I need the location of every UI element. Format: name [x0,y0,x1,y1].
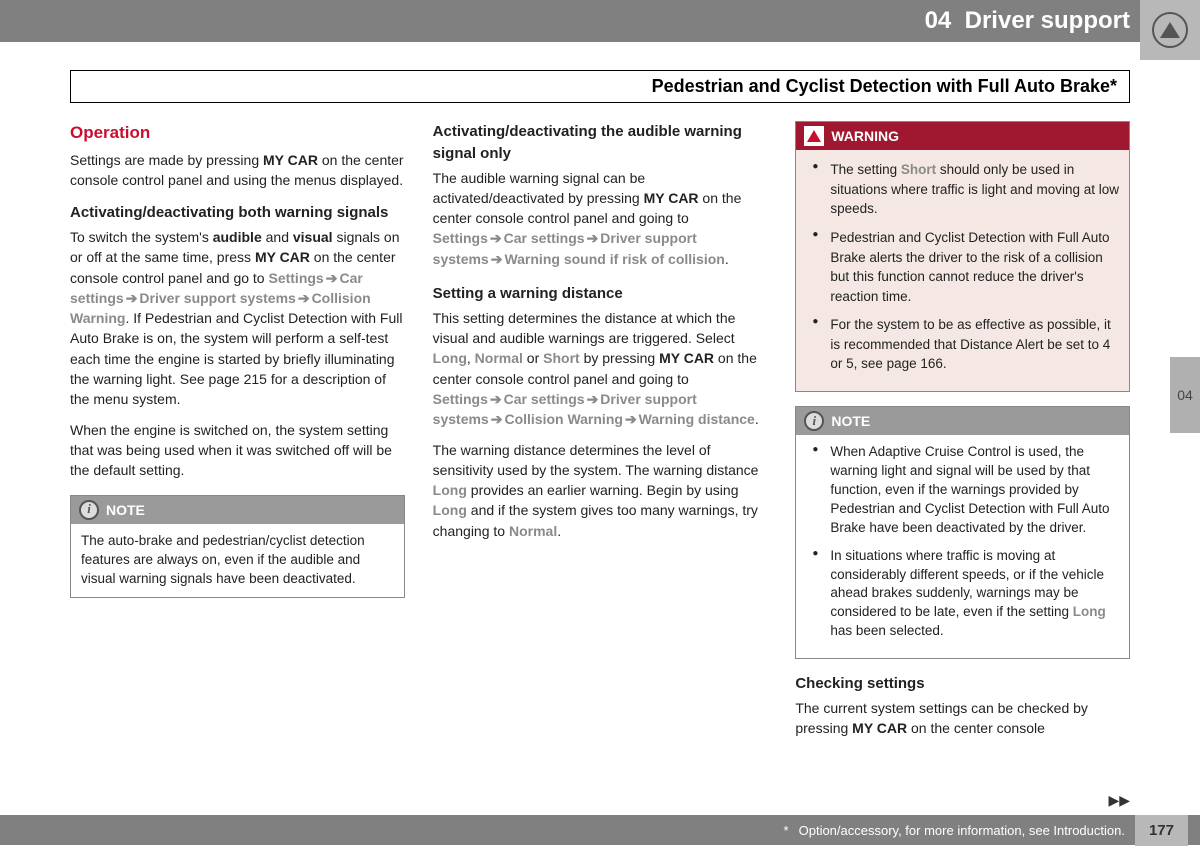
operation-heading: Operation [70,121,405,146]
operation-paragraph: Settings are made by pressing MY CAR on … [70,150,405,191]
note-header-2: i NOTE [796,407,1129,435]
note-title-2: NOTE [831,411,870,431]
note2-item-2: In situations where traffic is moving at… [812,547,1119,641]
checking-heading: Checking settings [795,673,1130,695]
note-header-1: i NOTE [71,496,404,524]
note-box-2: i NOTE When Adaptive Cruise Control is u… [795,406,1130,659]
footer-bar: * Option/accessory, for more information… [0,815,1200,845]
column-1: Operation Settings are made by pressing … [70,121,405,748]
content-columns: Operation Settings are made by pressing … [0,103,1200,748]
subtitle-text: Pedestrian and Cyclist Detection with Fu… [652,76,1117,96]
column-2: Activating/deactivating the audible warn… [433,121,768,748]
note-title-1: NOTE [106,500,145,520]
warning-title: WARNING [831,126,899,146]
warning-item-1: The setting Short should only be used in… [812,160,1119,219]
side-tab: 04 [1170,357,1200,433]
warning-item-2: Pedestrian and Cyclist Detection with Fu… [812,228,1119,306]
page-number: 177 [1135,815,1188,846]
engine-on-paragraph: When the engine is switched on, the syst… [70,420,405,481]
activating-both-heading: Activating/deactivating both warning sig… [70,202,405,224]
continue-arrows-icon: ▶▶ [1108,792,1130,809]
warning-triangle-icon [804,126,824,146]
footer-asterisk: * [784,823,789,838]
warning-header: WARNING [796,122,1129,150]
audible-paragraph: The audible warning signal can be activa… [433,168,768,269]
column-3: WARNING The setting Short should only be… [795,121,1130,748]
header-icon-box [1140,0,1200,60]
warning-body: The setting Short should only be used in… [796,150,1129,391]
note-box-1: i NOTE The auto-brake and pedestrian/cyc… [70,495,405,598]
audible-heading: Activating/deactivating the audible warn… [433,121,768,165]
note-body-1: The auto-brake and pedestrian/cyclist de… [71,524,404,597]
warning-item-3: For the system to be as effective as pos… [812,315,1119,374]
checking-paragraph: The current system settings can be check… [795,698,1130,739]
note-body-2: When Adaptive Cruise Control is used, th… [796,435,1129,658]
distance-paragraph-1: This setting determines the distance at … [433,308,768,430]
header-bar: 04 Driver support [0,0,1200,42]
info-icon: i [79,500,99,520]
footer-text: Option/accessory, for more information, … [799,823,1125,838]
distance-heading: Setting a warning distance [433,283,768,305]
info-icon: i [804,411,824,431]
warning-box: WARNING The setting Short should only be… [795,121,1130,392]
activating-both-paragraph: To switch the system's audible and visua… [70,227,405,410]
warning-circle-icon [1152,12,1188,48]
header-title: 04 Driver support [925,7,1130,35]
distance-paragraph-2: The warning distance determines the leve… [433,440,768,541]
subtitle-bar: Pedestrian and Cyclist Detection with Fu… [70,70,1130,103]
note2-item-1: When Adaptive Cruise Control is used, th… [812,443,1119,537]
